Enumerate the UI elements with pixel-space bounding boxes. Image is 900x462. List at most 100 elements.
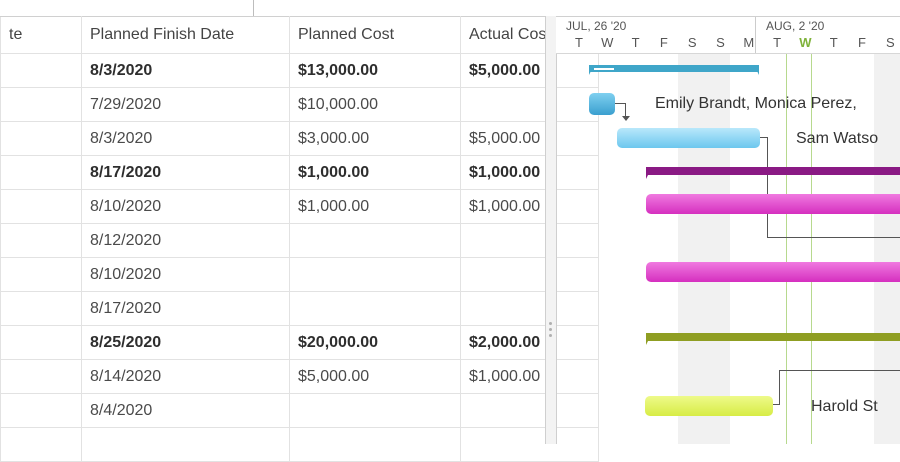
task-bar[interactable]: [646, 194, 900, 214]
splitter-grip-icon[interactable]: [549, 322, 553, 340]
cell-actual-cost[interactable]: [460, 223, 599, 258]
cell-planned-cost[interactable]: $1,000.00: [289, 189, 461, 224]
table-header-row: te Planned Finish Date Planned Cost Actu…: [0, 16, 599, 54]
table-row[interactable]: 8/25/2020 $20,000.00 $2,000.00: [0, 325, 599, 360]
table-row[interactable]: 7/29/2020 $10,000.00: [0, 87, 599, 122]
weekend-shade: [874, 53, 900, 444]
cell-planned-finish[interactable]: [81, 427, 290, 462]
cell-planned-start[interactable]: [0, 427, 82, 462]
day-label: T: [575, 35, 583, 50]
cell-planned-start[interactable]: [0, 189, 82, 224]
dependency-line: [767, 137, 768, 238]
summary-bar[interactable]: [646, 333, 900, 341]
dependency-line: [625, 103, 626, 117]
day-label: W: [799, 35, 812, 50]
cell-planned-finish[interactable]: 8/10/2020: [81, 257, 290, 292]
gantt-chart: JUL, 26 '20 AUG, 2 '20 T W T F S S M T W T F S Emil…: [556, 16, 900, 444]
task-bar[interactable]: [645, 396, 773, 416]
dependency-line: [767, 237, 900, 238]
today-marker: [786, 34, 812, 444]
cell-planned-start[interactable]: [0, 223, 82, 258]
cell-planned-finish[interactable]: 8/3/2020: [81, 53, 290, 88]
col-header-planned-finish[interactable]: Planned Finish Date: [81, 16, 290, 54]
day-label: S: [716, 35, 725, 50]
task-bar[interactable]: [646, 262, 900, 282]
cell-actual-cost[interactable]: $5,000.00: [460, 53, 599, 88]
cell-planned-finish[interactable]: 8/17/2020: [81, 291, 290, 326]
week-divider: [755, 17, 756, 53]
cell-planned-finish[interactable]: 8/17/2020: [81, 155, 290, 190]
summary-bar[interactable]: [589, 65, 759, 72]
table-row[interactable]: 8/14/2020 $5,000.00 $1,000.00: [0, 359, 599, 394]
col-header-planned-start[interactable]: te: [0, 16, 82, 54]
table-row[interactable]: [0, 427, 599, 462]
cell-planned-cost[interactable]: $3,000.00: [289, 121, 461, 156]
cell-planned-cost[interactable]: $5,000.00: [289, 359, 461, 394]
cell-planned-cost[interactable]: $13,000.00: [289, 53, 461, 88]
col-header-planned-cost[interactable]: Planned Cost: [289, 16, 461, 54]
cell-planned-start[interactable]: [0, 53, 82, 88]
week-label: AUG, 2 '20: [766, 19, 825, 33]
pane-splitter[interactable]: [545, 16, 557, 444]
cell-planned-start[interactable]: [0, 291, 82, 326]
table-row[interactable]: 8/10/2020 $1,000.00 $1,000.00: [0, 189, 599, 224]
weekend-shade: [704, 53, 730, 444]
dependency-arrow-icon: [622, 116, 630, 121]
table-row[interactable]: 8/10/2020: [0, 257, 599, 292]
day-label: T: [631, 35, 640, 50]
task-resource-label: Emily Brandt, Monica Perez,: [655, 95, 857, 112]
dependency-line: [760, 137, 768, 138]
cell-planned-cost[interactable]: $1,000.00: [289, 155, 461, 190]
cell-planned-start[interactable]: [0, 121, 82, 156]
cell-planned-cost[interactable]: [289, 291, 461, 326]
cell-planned-cost[interactable]: [289, 393, 461, 428]
task-resource-label: Sam Watso: [796, 130, 879, 147]
day-label: M: [743, 35, 755, 50]
cell-planned-cost[interactable]: $10,000.00: [289, 87, 461, 122]
cell-planned-start[interactable]: [0, 155, 82, 190]
cell-actual-cost[interactable]: $1,000.00: [460, 359, 599, 394]
summary-bar[interactable]: [646, 167, 900, 175]
table-row[interactable]: 8/17/2020: [0, 291, 599, 326]
task-grid: te Planned Finish Date Planned Cost Actu…: [0, 16, 599, 462]
summary-progress: [594, 68, 614, 70]
summary-bar-end: [646, 333, 652, 345]
cell-actual-cost[interactable]: $1,000.00: [460, 189, 599, 224]
table-row[interactable]: 8/3/2020 $13,000.00 $5,000.00: [0, 53, 599, 88]
cell-planned-start[interactable]: [0, 257, 82, 292]
cell-planned-finish[interactable]: 8/4/2020: [81, 393, 290, 428]
cell-planned-start[interactable]: [0, 87, 82, 122]
dependency-line: [773, 404, 780, 405]
table-body: 8/3/2020 $13,000.00 $5,000.00 7/29/2020 $10,…: [0, 53, 599, 462]
table-row[interactable]: 8/12/2020: [0, 223, 599, 258]
day-label: S: [687, 35, 697, 50]
dependency-line: [615, 103, 625, 104]
task-bar[interactable]: [589, 93, 615, 115]
cell-planned-cost[interactable]: [289, 257, 461, 292]
dependency-line: [779, 370, 900, 371]
cell-planned-start[interactable]: [0, 393, 82, 428]
table-row[interactable]: 8/3/2020 $3,000.00 $5,000.00: [0, 121, 599, 156]
cell-planned-finish[interactable]: 8/12/2020: [81, 223, 290, 258]
cell-planned-cost[interactable]: $20,000.00: [289, 325, 461, 360]
task-bar[interactable]: [617, 128, 760, 148]
cell-planned-finish[interactable]: 8/3/2020: [81, 121, 290, 156]
cell-actual-cost[interactable]: [460, 291, 599, 326]
cell-planned-finish[interactable]: 8/14/2020: [81, 359, 290, 394]
summary-bar-end: [589, 65, 594, 75]
cell-planned-cost[interactable]: [289, 223, 461, 258]
cell-planned-cost[interactable]: [289, 427, 461, 462]
cell-actual-cost[interactable]: $2,000.00: [460, 325, 599, 360]
cell-planned-finish[interactable]: 8/10/2020: [81, 189, 290, 224]
weekend-shade: [678, 53, 704, 444]
cell-actual-cost[interactable]: $5,000.00: [460, 121, 599, 156]
week-label: JUL, 26 '20: [566, 19, 627, 33]
day-label: F: [858, 35, 866, 50]
table-row[interactable]: 8/4/2020: [0, 393, 599, 428]
summary-bar-end: [646, 167, 652, 179]
cell-planned-finish[interactable]: 8/25/2020: [81, 325, 290, 360]
cell-planned-start[interactable]: [0, 359, 82, 394]
cell-planned-finish[interactable]: 7/29/2020: [81, 87, 290, 122]
table-row[interactable]: 8/17/2020 $1,000.00 $1,000.00: [0, 155, 599, 190]
cell-planned-start[interactable]: [0, 325, 82, 360]
